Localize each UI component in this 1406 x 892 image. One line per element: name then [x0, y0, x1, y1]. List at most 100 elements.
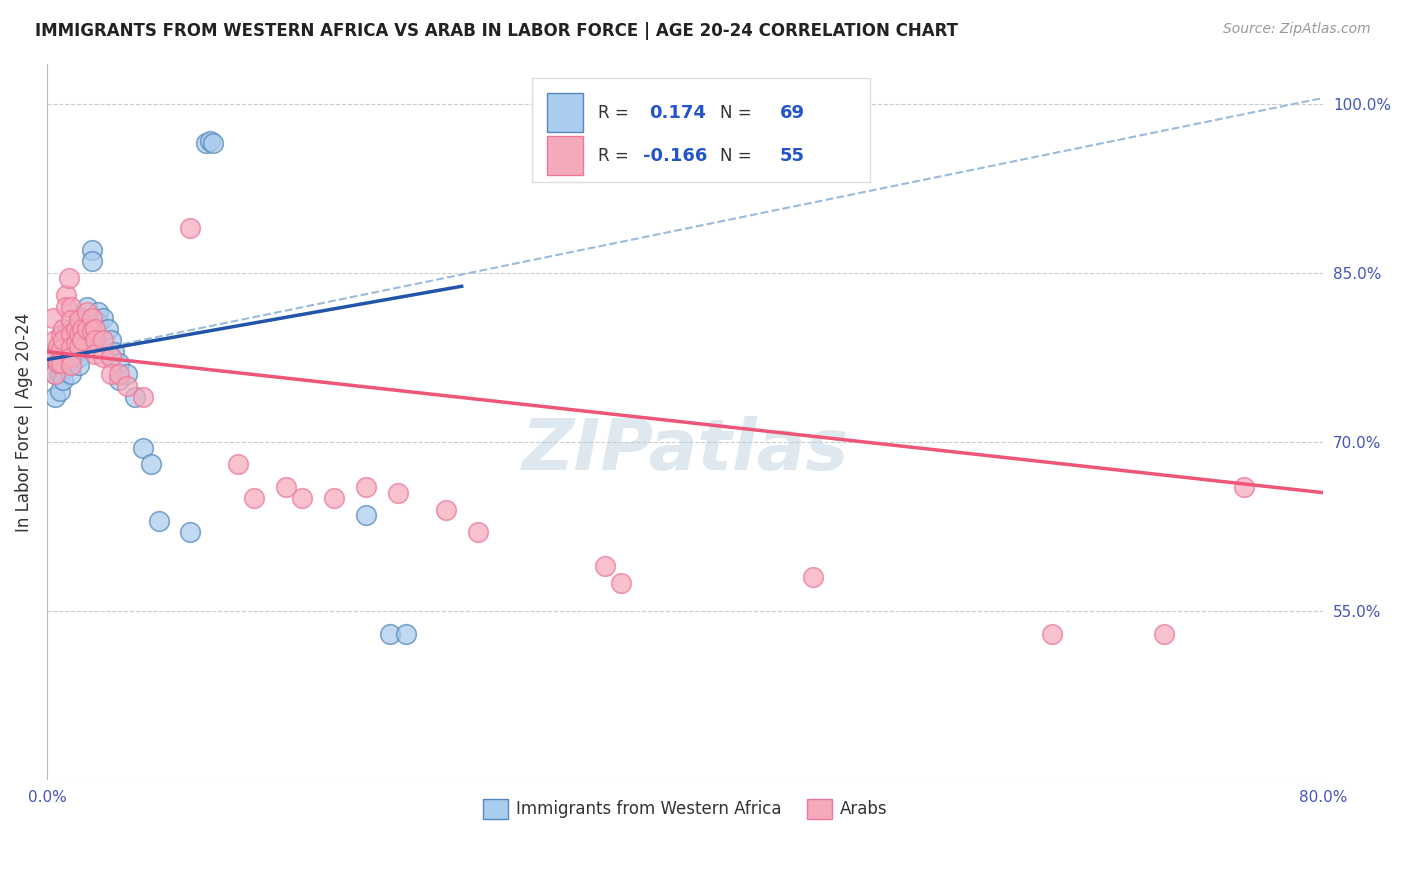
Point	[70, 322, 93, 336]
Point	[65, 322, 87, 336]
Point	[52, 351, 75, 365]
Point	[52, 373, 75, 387]
Point	[610, 575, 633, 590]
Point	[52, 339, 75, 353]
Point	[51, 356, 73, 370]
Point	[195, 136, 218, 150]
Point	[115, 368, 138, 382]
Point	[59, 358, 82, 372]
Text: -0.166: -0.166	[643, 147, 707, 165]
Point	[59, 351, 82, 366]
Point	[67, 322, 90, 336]
Point	[100, 334, 122, 348]
Point	[115, 378, 138, 392]
Point	[59, 340, 82, 354]
Point	[65, 347, 87, 361]
Text: Source: ZipAtlas.com: Source: ZipAtlas.com	[1223, 22, 1371, 37]
Point	[291, 491, 314, 506]
Point	[201, 136, 224, 150]
Point	[44, 390, 66, 404]
Point	[1040, 626, 1063, 640]
Y-axis label: In Labor Force | Age 20-24: In Labor Force | Age 20-24	[15, 312, 32, 532]
Point	[91, 334, 114, 348]
Point	[59, 351, 82, 365]
Point	[59, 322, 82, 336]
Point	[56, 334, 79, 348]
Point	[595, 559, 617, 574]
Point	[44, 368, 66, 382]
Point	[59, 358, 82, 372]
Point	[67, 326, 90, 341]
Point	[70, 334, 93, 348]
Point	[228, 458, 250, 472]
Text: ZIPatlas: ZIPatlas	[522, 417, 849, 485]
Point	[83, 322, 105, 336]
Point	[434, 502, 457, 516]
Point	[59, 300, 82, 314]
Point	[100, 351, 122, 365]
Text: N =: N =	[720, 147, 756, 165]
Point	[76, 305, 98, 319]
Point	[76, 300, 98, 314]
Point	[243, 491, 266, 506]
Point	[59, 368, 82, 382]
Point	[48, 384, 70, 399]
Point	[56, 344, 79, 359]
Text: IMMIGRANTS FROM WESTERN AFRICA VS ARAB IN LABOR FORCE | AGE 20-24 CORRELATION CH: IMMIGRANTS FROM WESTERN AFRICA VS ARAB I…	[35, 22, 957, 40]
Point	[87, 317, 110, 331]
Point	[46, 356, 69, 370]
Point	[83, 322, 105, 336]
Point	[48, 368, 70, 382]
Point	[107, 356, 129, 370]
Point	[52, 322, 75, 336]
Point	[42, 310, 65, 325]
Point	[52, 334, 75, 348]
Point	[76, 313, 98, 327]
Text: R =: R =	[599, 147, 634, 165]
Point	[44, 334, 66, 348]
Point	[76, 322, 98, 336]
Point	[378, 626, 401, 640]
Point	[70, 322, 93, 336]
Point	[70, 334, 93, 348]
Point	[87, 305, 110, 319]
Point	[387, 485, 409, 500]
Point	[65, 335, 87, 350]
Point	[44, 368, 66, 382]
Point	[67, 351, 90, 365]
Point	[1153, 626, 1175, 640]
Point	[58, 271, 80, 285]
Point	[395, 626, 418, 640]
Point	[65, 335, 87, 350]
Point	[354, 480, 377, 494]
Point	[51, 343, 73, 357]
Text: 0.174: 0.174	[650, 103, 706, 122]
Point	[139, 458, 162, 472]
Text: 69: 69	[779, 103, 804, 122]
Point	[46, 356, 69, 370]
Point	[96, 322, 118, 336]
Point	[100, 351, 122, 365]
Legend: Immigrants from Western Africa, Arabs: Immigrants from Western Africa, Arabs	[477, 792, 894, 826]
Point	[198, 134, 221, 148]
Point	[131, 441, 153, 455]
Text: R =: R =	[599, 103, 634, 122]
Point	[52, 361, 75, 376]
Point	[59, 326, 82, 341]
Point	[323, 491, 346, 506]
Point	[65, 322, 87, 336]
Point	[59, 334, 82, 348]
Text: 55: 55	[779, 147, 804, 165]
Point	[80, 325, 103, 339]
Point	[42, 351, 65, 365]
Point	[46, 339, 69, 353]
Point	[1232, 480, 1254, 494]
Point	[44, 351, 66, 365]
Point	[67, 339, 90, 353]
Point	[354, 508, 377, 523]
Point	[276, 480, 298, 494]
Point	[67, 310, 90, 325]
Point	[100, 368, 122, 382]
Point	[55, 300, 77, 314]
Point	[48, 351, 70, 365]
